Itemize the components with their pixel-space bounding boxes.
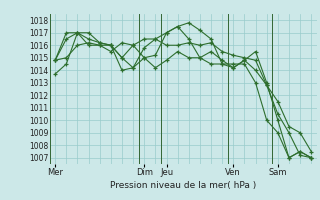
X-axis label: Pression niveau de la mer( hPa ): Pression niveau de la mer( hPa ) — [110, 181, 256, 190]
